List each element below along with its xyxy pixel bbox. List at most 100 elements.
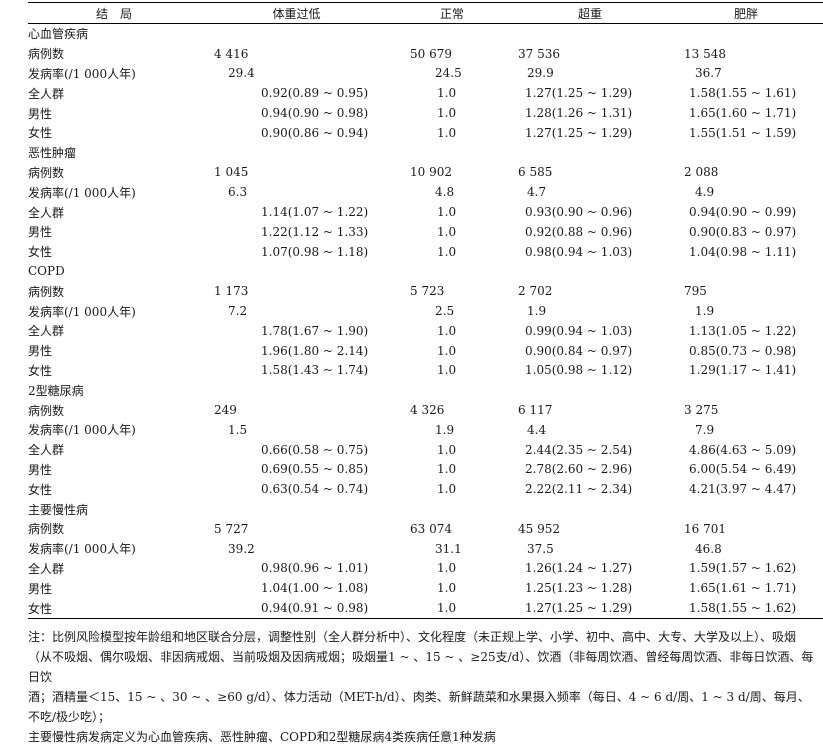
table-cell: 1.78(1.67 ~ 1.90) (261, 323, 369, 338)
table-cell: 1.0 (437, 482, 457, 497)
group-row: 主要慢性病 (28, 499, 823, 519)
table-cell: 1.0 (437, 343, 457, 358)
table-row: 男性 0.69(0.55 ~ 0.85) 1.0 2.78(2.60 ~ 2.96) 6… (28, 460, 823, 480)
table-cell: 63 074 (410, 521, 452, 536)
table-cell: 5 723 (410, 284, 445, 299)
row-label: 发病率(/1 000人年) (28, 423, 136, 438)
row-label: 病例数 (28, 165, 65, 180)
table-header-row: 结 局 体重过低 正常 超重 肥胖 (28, 2, 823, 24)
table-cell: 45 952 (518, 521, 560, 536)
row-label: 病例数 (28, 403, 65, 418)
results-table: 结 局 体重过低 正常 超重 肥胖 心血管疾病 病例数 4 416 50 679 37 … (28, 2, 823, 619)
table-cell: 1.0 (437, 561, 457, 576)
table-row: 病例数 1 173 5 723 2 702 795 (28, 281, 823, 301)
table-cell: 1.0 (437, 205, 457, 220)
table-cell: 1.58(1.55 ~ 1.62) (669, 598, 823, 619)
row-label: 发病率(/1 000人年) (28, 66, 136, 81)
footnote-line: （从不吸烟、偶尔吸烟、非因病戒烟、当前吸烟及因病戒烟；吸烟量1 ~ 、15 ~ … (28, 650, 814, 684)
table-row: 女性 0.90(0.86 ~ 0.94) 1.0 1.27(1.25 ~ 1.29) 1… (28, 123, 823, 143)
table-cell: 10 902 (410, 165, 452, 180)
table-cell: 4.9 (695, 185, 715, 200)
table-cell: 4.7 (527, 185, 547, 200)
table-row: 病例数 5 727 63 074 45 952 16 701 (28, 519, 823, 539)
table-cell: 0.94(0.90 ~ 0.98) (261, 106, 369, 121)
table-row: 女性 1.07(0.98 ~ 1.18) 1.0 0.98(0.94 ~ 1.03) 1… (28, 242, 823, 262)
table-cell: 1.58(1.55 ~ 1.61) (689, 86, 797, 101)
table-cell: 1.0 (437, 106, 457, 121)
table-cell: 36.7 (695, 66, 722, 81)
table-cell: 29.9 (527, 66, 554, 81)
table-cell: 1.27(1.25 ~ 1.29) (525, 125, 633, 140)
table-cell: 1.0 (437, 125, 457, 140)
table-row: 病例数 249 4 326 6 117 3 275 (28, 400, 823, 420)
table-cell: 13 548 (684, 46, 726, 61)
table-cell: 2.22(2.11 ~ 2.34) (525, 482, 633, 497)
table-cell: 1.04(0.98 ~ 1.11) (689, 244, 797, 259)
table-cell: 4.4 (527, 422, 547, 437)
table-cell: 1.55(1.51 ~ 1.59) (689, 125, 797, 140)
row-label: 女性 (28, 598, 200, 619)
table-cell: 1.96(1.80 ~ 2.14) (261, 343, 369, 358)
table-cell: 6.3 (228, 185, 248, 200)
table-row: 女性 0.63(0.54 ~ 0.74) 1.0 2.22(2.11 ~ 2.34) 4… (28, 479, 823, 499)
table-cell: 0.94(0.90 ~ 0.99) (689, 205, 797, 220)
group-row: 2型糖尿病 (28, 380, 823, 400)
table-cell: 7.9 (695, 422, 715, 437)
header-outcome: 结 局 (28, 2, 200, 24)
table-cell: 4 416 (214, 46, 249, 61)
table-cell: 5 727 (214, 521, 249, 536)
table-cell: 0.94(0.91 ~ 0.98) (200, 598, 393, 619)
table-cell: 1.0 (437, 323, 457, 338)
header-obese: 肥胖 (669, 2, 823, 24)
table-cell: 1.0 (393, 598, 511, 619)
table-row: 全人群 0.98(0.96 ~ 1.01) 1.0 1.26(1.24 ~ 1.27)… (28, 559, 823, 579)
row-label: 发病率(/1 000人年) (28, 185, 136, 200)
table-cell: 1.58(1.43 ~ 1.74) (261, 363, 369, 378)
table-cell: 4.21(3.97 ~ 4.47) (689, 482, 797, 497)
table-cell: 1.65(1.61 ~ 1.71) (689, 581, 797, 596)
table-cell: 2.5 (435, 304, 455, 319)
table-cell: 4.8 (435, 185, 455, 200)
table-cell: 1.5 (228, 422, 248, 437)
table-row: 全人群 0.66(0.58 ~ 0.75) 1.0 2.44(2.35 ~ 2.54)… (28, 440, 823, 460)
table-cell: 1.04(1.00 ~ 1.08) (261, 581, 369, 596)
table-cell: 6 117 (518, 403, 553, 418)
table-cell: 2 702 (518, 284, 553, 299)
group-label: 2型糖尿病 (28, 383, 84, 398)
group-row: 恶性肿瘤 (28, 143, 823, 163)
row-label: 男性 (28, 225, 53, 240)
group-label: 心血管疾病 (28, 27, 89, 42)
header-overweight: 超重 (511, 2, 669, 24)
table-row: 病例数 4 416 50 679 37 536 13 548 (28, 44, 823, 64)
table-cell: 1.0 (437, 224, 457, 239)
table-cell: 6.00(5.54 ~ 6.49) (689, 462, 797, 477)
table-cell: 39.2 (228, 541, 255, 556)
table-cell: 0.85(0.73 ~ 0.98) (689, 343, 797, 358)
table-cell: 0.92(0.88 ~ 0.96) (525, 224, 633, 239)
table-cell: 1.65(1.60 ~ 1.71) (689, 106, 797, 121)
table-cell: 1.14(1.07 ~ 1.22) (261, 205, 369, 220)
table-row: 女性 0.94(0.91 ~ 0.98) 1.0 1.27(1.25 ~ 1.29) 1… (28, 598, 823, 619)
table-row: 男性 1.22(1.12 ~ 1.33) 1.0 0.92(0.88 ~ 0.96) 0… (28, 222, 823, 242)
table-cell: 0.90(0.83 ~ 0.97) (689, 224, 797, 239)
table-row: 男性 1.96(1.80 ~ 2.14) 1.0 0.90(0.84 ~ 0.97) 0… (28, 341, 823, 361)
table-cell: 1.13(1.05 ~ 1.22) (689, 323, 797, 338)
group-label: 主要慢性病 (28, 502, 89, 517)
table-cell: 0.99(0.94 ~ 1.03) (525, 323, 633, 338)
row-label: 发病率(/1 000人年) (28, 542, 136, 557)
table-cell: 0.66(0.58 ~ 0.75) (261, 442, 369, 457)
row-label: 男性 (28, 581, 53, 596)
table-row: 男性 0.94(0.90 ~ 0.98) 1.0 1.28(1.26 ~ 1.31) 1… (28, 103, 823, 123)
table-cell: 7.2 (228, 304, 248, 319)
table-cell: 46.8 (695, 541, 722, 556)
table-row: 全人群 1.78(1.67 ~ 1.90) 1.0 0.99(0.94 ~ 1.03)… (28, 321, 823, 341)
table-body: 心血管疾病 病例数 4 416 50 679 37 536 13 548 发病率(/1 00… (28, 24, 823, 619)
table-cell: 31.1 (435, 541, 462, 556)
table-cell: 0.90(0.84 ~ 0.97) (525, 343, 633, 358)
table-cell: 16 701 (684, 521, 726, 536)
row-label: 全人群 (28, 205, 65, 220)
table-cell: 1.26(1.24 ~ 1.27) (525, 561, 633, 576)
table-cell: 50 679 (410, 46, 452, 61)
table-cell: 24.5 (435, 66, 462, 81)
table-cell: 1.0 (437, 86, 457, 101)
